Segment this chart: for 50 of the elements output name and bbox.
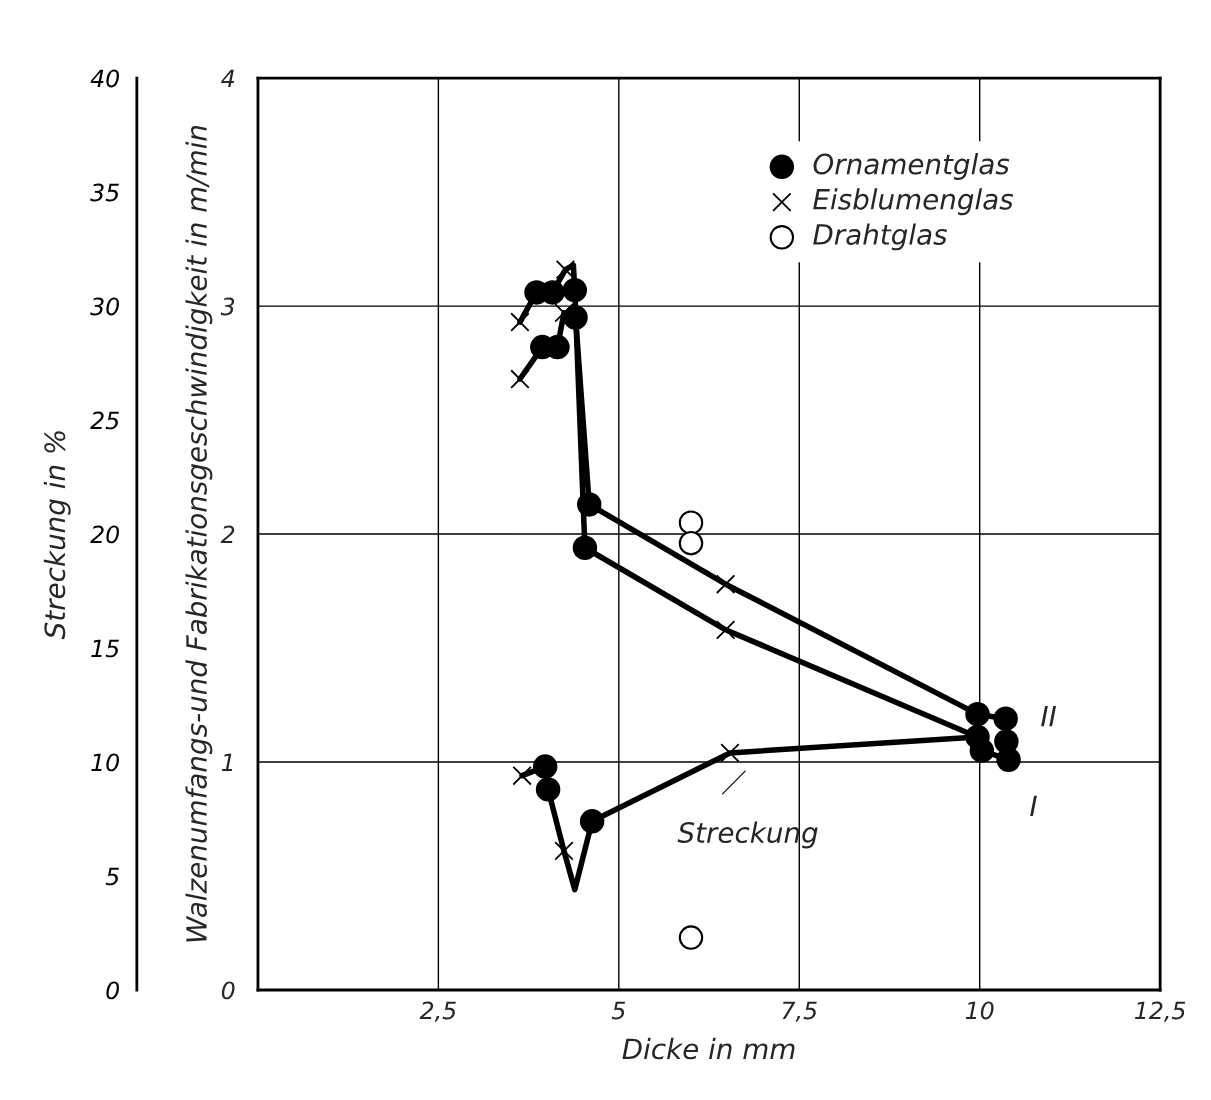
y2-tick-label: 25 (90, 411, 119, 430)
annotation: II (1041, 706, 1057, 727)
point (572, 535, 598, 560)
y2-tick-label: 15 (91, 639, 119, 658)
y2-tick-label: 10 (91, 753, 119, 772)
y-tick-label: 4 (221, 69, 235, 88)
y2-tick-label: 5 (105, 867, 119, 886)
legend-label: Drahtglas (813, 223, 947, 251)
annotation: I (1030, 795, 1037, 817)
legend-label: Ornamentglas (813, 153, 1010, 180)
y-tick-label: 3 (220, 297, 235, 316)
y2-tick-label: 35 (90, 183, 119, 202)
point (554, 303, 574, 323)
point (715, 574, 736, 594)
point (720, 743, 740, 763)
y2-tick-label: 30 (90, 297, 119, 316)
y2-tick-label: 40 (90, 69, 119, 88)
legend-label: Eisblumenglas (813, 188, 1014, 216)
point (535, 777, 561, 802)
point (554, 841, 574, 861)
point (996, 747, 1021, 772)
point (715, 620, 736, 640)
x-tick-label: 5 (611, 1001, 626, 1020)
x-tick-label: 12,5 (1135, 1001, 1186, 1022)
y-axis-title: Walzenumfangs-und Fabrikationsgeschwindigkeit in m/min (185, 125, 213, 942)
point (678, 530, 704, 556)
point (576, 492, 602, 517)
y-tick-label: 1 (221, 753, 233, 771)
point (965, 701, 990, 727)
point (563, 305, 588, 330)
point (678, 510, 704, 535)
x-axis-title: Dicke in mm (622, 1037, 795, 1060)
y2-tick-label: 0 (106, 981, 119, 1000)
point (555, 259, 576, 280)
x-tick-label: 10 (965, 1001, 994, 1020)
point (510, 312, 530, 332)
point (678, 925, 704, 950)
point (969, 738, 995, 763)
point (993, 706, 1018, 731)
point (512, 766, 532, 786)
point (532, 754, 558, 779)
y-tick-label: 2 (220, 525, 235, 544)
y2-tick-label: 20 (90, 525, 119, 544)
x-tick-label: 2,5 (419, 1001, 456, 1022)
point (579, 809, 605, 834)
point (562, 277, 588, 303)
point (510, 369, 530, 389)
x-tick-label: 7,5 (782, 1001, 817, 1022)
y-tick-label: 0 (221, 981, 235, 1000)
y2-axis-title: Streckung in % (43, 431, 71, 640)
